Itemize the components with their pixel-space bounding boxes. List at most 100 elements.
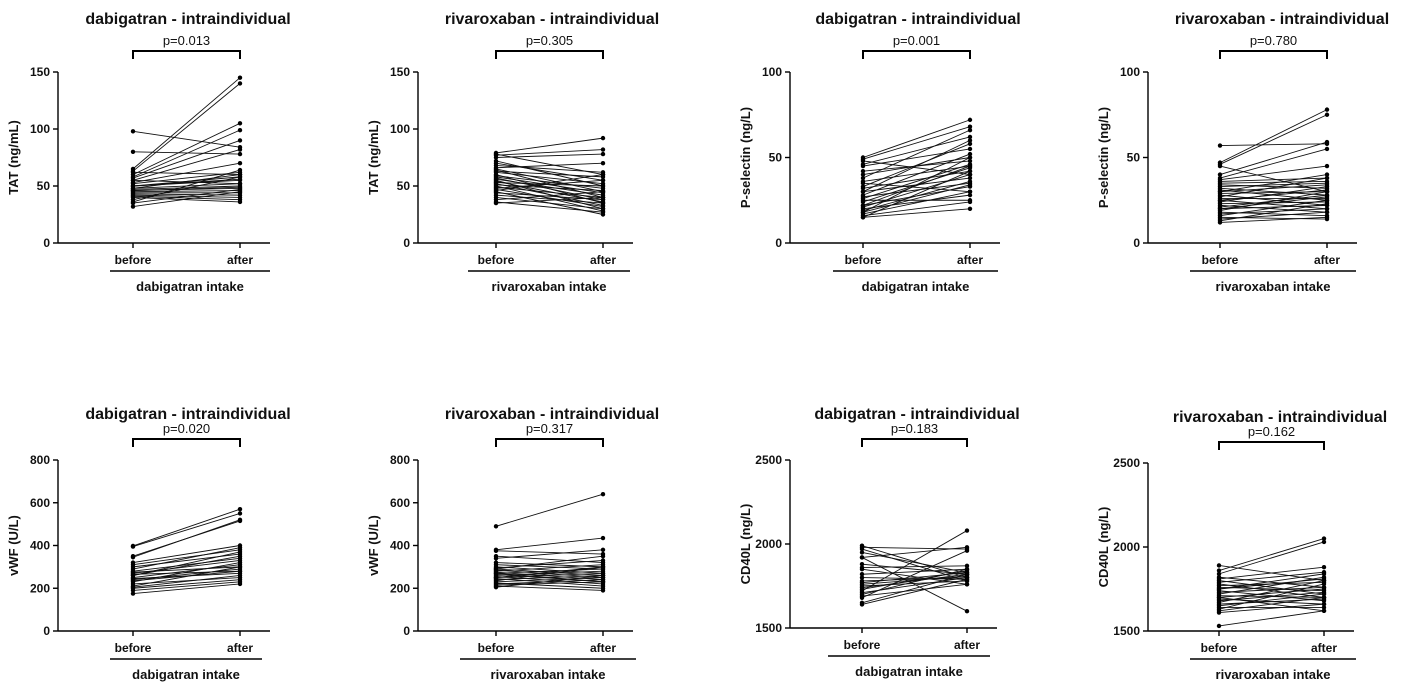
subject-pair-line bbox=[1218, 580, 1325, 595]
after-point bbox=[967, 134, 973, 140]
y-tick-label: 200 bbox=[30, 581, 50, 595]
subject-pair-line bbox=[1218, 541, 1325, 575]
after-point bbox=[237, 75, 243, 80]
after-point bbox=[1324, 175, 1330, 181]
after-point bbox=[1324, 215, 1330, 220]
subject-pair-line bbox=[495, 562, 604, 568]
subject-pair-line bbox=[862, 191, 971, 215]
x-axis-label: dabigatran intake bbox=[132, 667, 240, 682]
y-tick-label: 400 bbox=[30, 539, 50, 553]
before-point bbox=[493, 571, 499, 576]
subject-pair-line bbox=[495, 549, 604, 559]
after-point bbox=[1321, 578, 1327, 583]
after-point bbox=[237, 151, 243, 157]
after-point bbox=[600, 147, 606, 152]
subject-pair-line bbox=[132, 139, 241, 179]
before-point bbox=[130, 578, 136, 583]
y-tick-label: 0 bbox=[43, 236, 50, 250]
before-point bbox=[1216, 563, 1222, 568]
subject-pair-line bbox=[1218, 571, 1325, 583]
x-tick-label-before: before bbox=[478, 253, 515, 267]
before-point bbox=[860, 158, 866, 164]
after-point bbox=[967, 146, 973, 152]
before-point bbox=[860, 186, 866, 191]
before-point bbox=[859, 550, 865, 555]
after-point bbox=[237, 199, 243, 205]
after-point bbox=[600, 178, 606, 183]
subject-pair-line bbox=[862, 182, 971, 198]
subject-pair-line bbox=[132, 169, 241, 203]
p-value-label: p=0.001 bbox=[893, 33, 940, 48]
after-point bbox=[967, 189, 973, 194]
x-tick-label-after: after bbox=[227, 253, 253, 267]
subject-pair-line bbox=[862, 163, 971, 199]
before-point bbox=[860, 172, 866, 177]
subject-pair-line bbox=[1219, 174, 1328, 193]
before-point bbox=[860, 189, 866, 194]
subject-pair-line bbox=[132, 179, 241, 185]
before-point bbox=[493, 200, 499, 206]
after-point bbox=[237, 573, 243, 578]
chart-title: rivaroxaban - intraindividual bbox=[445, 11, 659, 28]
subject-pair-line bbox=[495, 196, 604, 210]
after-point bbox=[1324, 206, 1330, 211]
after-point bbox=[1324, 210, 1330, 215]
subject-pair-line bbox=[862, 165, 971, 206]
subject-pair-line bbox=[1219, 194, 1328, 206]
y-tick-label: 2000 bbox=[1113, 540, 1140, 554]
subject-pair-line bbox=[861, 573, 968, 604]
subject-pair-line bbox=[861, 548, 968, 582]
before-point bbox=[1217, 189, 1223, 194]
subject-pair-line bbox=[1218, 610, 1325, 627]
subject-pair-line bbox=[1218, 580, 1325, 603]
after-point bbox=[1324, 107, 1330, 112]
subject-pair-line bbox=[1219, 203, 1328, 222]
y-axis-label: CD40L (ng/L) bbox=[738, 504, 753, 585]
subject-pair-line bbox=[1219, 186, 1328, 203]
y-tick-label: 0 bbox=[1133, 236, 1140, 250]
y-tick-label: 0 bbox=[403, 236, 410, 250]
subject-pair-line bbox=[132, 130, 241, 148]
before-point bbox=[1216, 610, 1222, 615]
before-point bbox=[859, 595, 865, 600]
significance-bracket bbox=[132, 438, 241, 447]
subject-pair-line bbox=[1219, 148, 1328, 179]
before-point bbox=[130, 588, 136, 593]
y-tick-label: 1500 bbox=[755, 621, 782, 635]
x-tick-label-after: after bbox=[1314, 253, 1340, 267]
subject-pair-line bbox=[1219, 191, 1328, 211]
after-point bbox=[600, 200, 606, 206]
significance-bracket bbox=[861, 438, 968, 447]
after-point bbox=[1321, 601, 1327, 607]
subject-pair-line bbox=[1218, 603, 1325, 613]
subject-pair-line bbox=[495, 162, 604, 169]
subject-pair-line bbox=[1219, 204, 1328, 210]
subject-pair-line bbox=[861, 573, 968, 589]
y-tick-label: 0 bbox=[775, 236, 782, 250]
y-axis-label: P-selectin (ng/L) bbox=[738, 107, 753, 208]
after-point bbox=[1324, 163, 1330, 169]
before-point bbox=[860, 210, 866, 215]
subject-pair-line bbox=[132, 513, 241, 547]
subject-pair-line bbox=[1218, 588, 1325, 598]
subject-pair-line bbox=[132, 557, 241, 572]
subject-pair-line bbox=[861, 568, 968, 575]
subject-pair-line bbox=[132, 555, 241, 576]
subject-pair-line bbox=[132, 122, 241, 176]
subject-pair-line bbox=[1219, 177, 1328, 182]
subject-pair-line bbox=[495, 578, 604, 587]
after-point bbox=[1321, 591, 1327, 597]
after-point bbox=[237, 184, 243, 190]
before-point bbox=[130, 591, 136, 596]
subject-pair-line bbox=[132, 562, 241, 583]
y-tick-label: 400 bbox=[390, 539, 410, 553]
after-point bbox=[237, 121, 243, 126]
subject-pair-line bbox=[1219, 180, 1328, 184]
subject-pair-line bbox=[495, 149, 604, 156]
before-point bbox=[493, 548, 499, 554]
subject-pair-line bbox=[861, 546, 968, 558]
subject-pair-line bbox=[495, 585, 604, 591]
subject-pair-line bbox=[862, 126, 971, 160]
before-point bbox=[130, 200, 136, 206]
